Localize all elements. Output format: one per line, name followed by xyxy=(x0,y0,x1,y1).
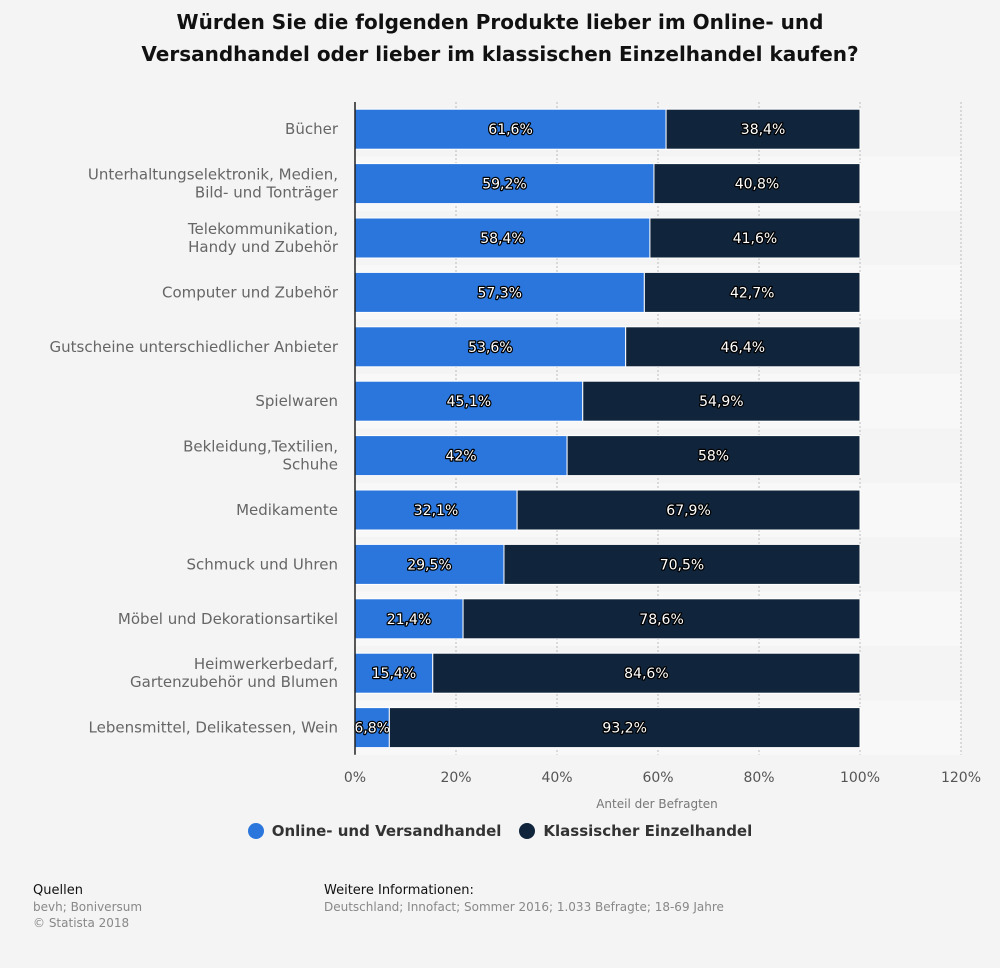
bar-retail xyxy=(462,598,861,640)
category-label: Schmuck und Uhren xyxy=(187,555,338,573)
category-label: Möbel und Dekorationsartikel xyxy=(118,610,338,628)
data-label-retail: 84,6% xyxy=(624,666,668,682)
data-label-retail: 54,9% xyxy=(699,394,743,410)
more-info-text: Deutschland; Innofact; Sommer 2016; 1.03… xyxy=(324,900,724,914)
x-tick-label: 120% xyxy=(941,770,981,786)
bar-retail xyxy=(625,326,861,368)
data-label-online: 15,4% xyxy=(372,666,416,682)
data-label-online: 42% xyxy=(445,449,476,465)
category-label: Spielwaren xyxy=(255,392,338,410)
legend-item-retail[interactable]: Klassischer Einzelhandel xyxy=(519,822,752,840)
bar-online xyxy=(354,326,627,368)
legend: Online- und Versandhandel Klassischer Ei… xyxy=(0,822,1000,840)
legend-label-online: Online- und Versandhandel xyxy=(271,822,502,840)
bar-retail xyxy=(388,707,861,749)
more-info-block: Weitere Informationen: Deutschland; Inno… xyxy=(324,883,724,915)
bar-retail xyxy=(665,108,861,150)
sources-line-1: bevh; Boniversum xyxy=(33,900,143,914)
bar-retail xyxy=(643,271,861,313)
bar-online xyxy=(354,652,434,694)
data-label-retail: 46,4% xyxy=(721,340,765,356)
x-axis-title: Anteil der Befragten xyxy=(596,797,718,811)
category-label: Heimwerkerbedarf, Gartenzubehör und Blume… xyxy=(130,655,338,691)
category-label: Bekleidung,Textilien, Schuhe xyxy=(183,438,338,474)
data-label-online: 21,4% xyxy=(387,612,431,628)
x-tick-label: 60% xyxy=(642,770,673,786)
category-label: Telekommunikation, Handy und Zubehör xyxy=(187,220,339,256)
legend-marker-retail xyxy=(519,823,536,839)
data-label-online: 57,3% xyxy=(477,285,521,301)
data-label-retail: 93,2% xyxy=(602,721,646,737)
category-label: Computer und Zubehör xyxy=(162,283,339,301)
data-label-retail: 40,8% xyxy=(735,177,779,193)
data-label-retail: 58% xyxy=(698,449,729,465)
x-tick-label: 100% xyxy=(840,770,880,786)
bar-retail xyxy=(566,435,861,477)
data-label-retail: 38,4% xyxy=(741,122,785,138)
bar-retail xyxy=(432,652,861,694)
bar-online xyxy=(354,163,655,205)
chart-title: Würden Sie die folgenden Produkte lieber… xyxy=(0,6,1000,70)
sources-heading: Quellen xyxy=(33,883,83,898)
sources-block: Quellen bevh; Boniversum © Statista 2018 xyxy=(33,883,142,931)
category-label: Bücher xyxy=(285,120,339,138)
data-label-online: 29,5% xyxy=(407,557,451,573)
bar-retail xyxy=(582,380,861,422)
bar-online xyxy=(354,108,667,150)
sources-line-2: © Statista 2018 xyxy=(33,916,130,930)
bar-retail xyxy=(503,543,861,585)
more-info-heading: Weitere Informationen: xyxy=(324,883,474,898)
legend-item-online[interactable]: Online- und Versandhandel xyxy=(247,822,502,840)
data-label-online: 32,1% xyxy=(414,503,458,519)
bar-online xyxy=(354,217,651,259)
chart-title-line2: Versandhandel oder lieber im klassischen… xyxy=(141,42,859,66)
bar-retail xyxy=(649,217,861,259)
bar-online xyxy=(354,271,645,313)
data-label-online: 58,4% xyxy=(480,231,524,247)
data-label-retail: 41,6% xyxy=(733,231,777,247)
x-tick-label: 40% xyxy=(541,770,572,786)
category-label: Medikamente xyxy=(236,501,338,519)
data-label-retail: 78,6% xyxy=(639,612,683,628)
data-label-retail: 67,9% xyxy=(666,503,710,519)
category-label: Gutscheine unterschiedlicher Anbieter xyxy=(50,338,339,356)
data-label-retail: 70,5% xyxy=(660,557,704,573)
bar-retail xyxy=(653,163,861,205)
x-tick-label: 20% xyxy=(440,770,471,786)
x-tick-label: 0% xyxy=(344,770,366,786)
chart-title-line1: Würden Sie die folgenden Produkte lieber… xyxy=(176,10,824,34)
legend-label-retail: Klassischer Einzelhandel xyxy=(543,822,753,840)
data-label-online: 6,8% xyxy=(354,721,390,737)
data-label-online: 45,1% xyxy=(447,394,491,410)
data-label-online: 53,6% xyxy=(468,340,512,356)
data-label-online: 59,2% xyxy=(482,177,526,193)
category-label: Lebensmittel, Delikatessen, Wein xyxy=(89,719,338,737)
legend-marker-online xyxy=(247,823,264,839)
category-label: Unterhaltungselektronik, Medien, Bild- un… xyxy=(88,166,339,202)
bar-retail xyxy=(516,489,861,531)
stacked-bar-chart: 61,6% 38,4% Bücher 59,2% 40,8% Unterhaltungse… xyxy=(50,102,981,811)
x-tick-label: 80% xyxy=(743,770,774,786)
data-label-retail: 42,7% xyxy=(730,285,774,301)
data-label-online: 61,6% xyxy=(488,122,532,138)
